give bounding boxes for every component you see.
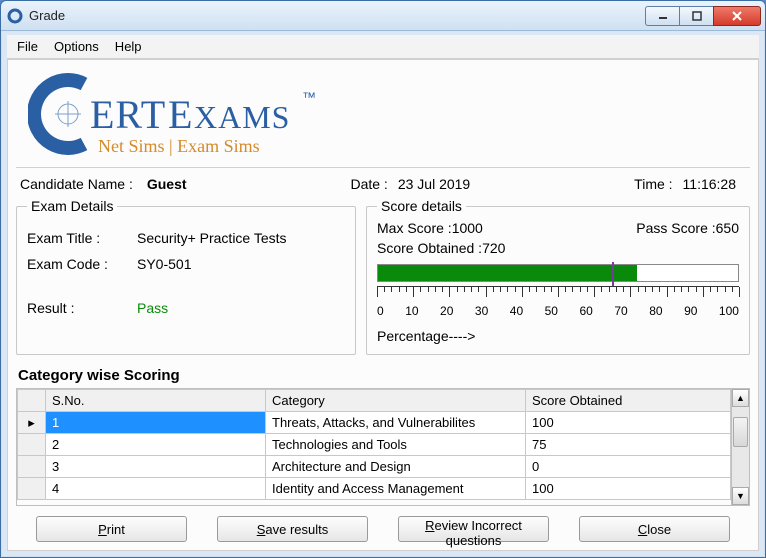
header-info: Candidate Name : Guest Date : 23 Jul 201… — [16, 174, 750, 198]
window-title: Grade — [29, 8, 645, 23]
score-axis-labels: 0 10 20 30 40 50 60 70 80 90 100 — [377, 304, 739, 318]
pass-score-marker — [612, 262, 614, 286]
cell-sno: 4 — [46, 478, 266, 500]
cell-sno: 3 — [46, 456, 266, 478]
score-progress-bar — [377, 264, 739, 282]
result-label: Result : — [27, 300, 137, 316]
axis-label: 0 — [377, 304, 384, 318]
scroll-track[interactable] — [732, 407, 749, 487]
axis-label: 70 — [614, 304, 627, 318]
cell-sno: 1 — [46, 412, 266, 434]
svg-text:E: E — [168, 92, 193, 137]
table-row[interactable]: ▸1Threats, Attacks, and Vulnerabilites10… — [18, 412, 731, 434]
cell-category: Technologies and Tools — [266, 434, 526, 456]
menu-file[interactable]: File — [17, 39, 38, 54]
col-score[interactable]: Score Obtained — [526, 390, 731, 412]
candidate-value: Guest — [147, 176, 187, 192]
cell-score: 0 — [526, 456, 731, 478]
table-row[interactable]: 4Identity and Access Management100 — [18, 478, 731, 500]
cell-score: 75 — [526, 434, 731, 456]
svg-text:XAMS: XAMS — [194, 99, 290, 135]
svg-text:™: ™ — [302, 89, 316, 105]
titlebar[interactable]: Grade — [1, 1, 765, 31]
pass-score-label: Pass Score : — [636, 220, 715, 236]
exam-details-group: Exam Details Exam Title : Security+ Prac… — [16, 198, 356, 355]
score-obtained-label: Score Obtained : — [377, 240, 482, 256]
score-obtained-value: 720 — [482, 240, 505, 256]
menu-help[interactable]: Help — [115, 39, 142, 54]
scroll-up-button[interactable]: ▲ — [732, 389, 749, 407]
cell-category: Architecture and Design — [266, 456, 526, 478]
time-value: 11:16:28 — [683, 176, 736, 192]
save-results-button[interactable]: Save results — [217, 516, 368, 542]
scroll-down-button[interactable]: ▼ — [732, 487, 749, 505]
print-button[interactable]: Print — [36, 516, 187, 542]
close-window-button[interactable] — [713, 6, 761, 26]
exam-title-label: Exam Title : — [27, 230, 137, 246]
minimize-button[interactable] — [645, 6, 679, 26]
date-label: Date : — [350, 176, 387, 192]
axis-label: 80 — [649, 304, 662, 318]
max-score-label: Max Score : — [377, 220, 452, 236]
category-table[interactable]: S.No. Category Score Obtained ▸1Threats,… — [17, 389, 731, 500]
cell-score: 100 — [526, 478, 731, 500]
axis-label: 40 — [510, 304, 523, 318]
cell-score: 100 — [526, 412, 731, 434]
axis-label: 20 — [440, 304, 453, 318]
axis-label: 60 — [579, 304, 592, 318]
client-area: ERT E XAMS ™ Net Sims | Exam Sims Candid… — [7, 59, 759, 551]
button-bar: Print Save results Review Incorrect ques… — [16, 506, 750, 542]
col-rowselector[interactable] — [18, 390, 46, 412]
row-indicator — [18, 434, 46, 456]
exam-code-value: SY0-501 — [137, 256, 191, 272]
grade-window: Grade File Options Help — [0, 0, 766, 558]
time-label: Time : — [634, 176, 672, 192]
cell-sno: 2 — [46, 434, 266, 456]
score-details-group: Score details Max Score :1000 Pass Score… — [366, 198, 750, 355]
col-sno[interactable]: S.No. — [46, 390, 266, 412]
scroll-thumb[interactable] — [733, 417, 748, 447]
candidate-label: Candidate Name : — [20, 176, 133, 192]
row-indicator — [18, 456, 46, 478]
category-grid: S.No. Category Score Obtained ▸1Threats,… — [16, 388, 750, 506]
cell-category: Identity and Access Management — [266, 478, 526, 500]
row-indicator — [18, 478, 46, 500]
brand-logo: ERT E XAMS ™ Net Sims | Exam Sims — [28, 66, 368, 165]
exam-details-legend: Exam Details — [27, 198, 117, 214]
axis-label: 100 — [719, 304, 739, 318]
review-incorrect-button[interactable]: Review Incorrect questions — [398, 516, 549, 542]
score-progress-fill — [378, 265, 637, 281]
axis-label: 50 — [545, 304, 558, 318]
score-details-legend: Score details — [377, 198, 466, 214]
score-ruler — [377, 286, 739, 300]
exam-title-value: Security+ Practice Tests — [137, 230, 287, 246]
grid-scrollbar[interactable]: ▲ ▼ — [731, 389, 749, 505]
category-section-title: Category wise Scoring — [18, 367, 748, 384]
exam-code-label: Exam Code : — [27, 256, 137, 272]
axis-label: 10 — [405, 304, 418, 318]
axis-label: 30 — [475, 304, 488, 318]
svg-text:ERT: ERT — [90, 92, 166, 137]
logo-area: ERT E XAMS ™ Net Sims | Exam Sims — [16, 64, 750, 168]
app-icon — [7, 8, 23, 24]
date-value: 23 Jul 2019 — [398, 176, 470, 192]
max-score-value: 1000 — [452, 220, 483, 236]
close-button[interactable]: Close — [579, 516, 730, 542]
svg-text:Net Sims | Exam Sims: Net Sims | Exam Sims — [98, 136, 260, 156]
result-value: Pass — [137, 300, 168, 316]
table-row[interactable]: 3Architecture and Design0 — [18, 456, 731, 478]
maximize-button[interactable] — [679, 6, 713, 26]
menubar: File Options Help — [7, 35, 759, 59]
table-row[interactable]: 2Technologies and Tools75 — [18, 434, 731, 456]
row-indicator: ▸ — [18, 412, 46, 434]
pass-score-value: 650 — [716, 220, 739, 236]
percentage-label: Percentage----> — [377, 328, 739, 344]
menu-options[interactable]: Options — [54, 39, 99, 54]
axis-label: 90 — [684, 304, 697, 318]
cell-category: Threats, Attacks, and Vulnerabilites — [266, 412, 526, 434]
col-category[interactable]: Category — [266, 390, 526, 412]
